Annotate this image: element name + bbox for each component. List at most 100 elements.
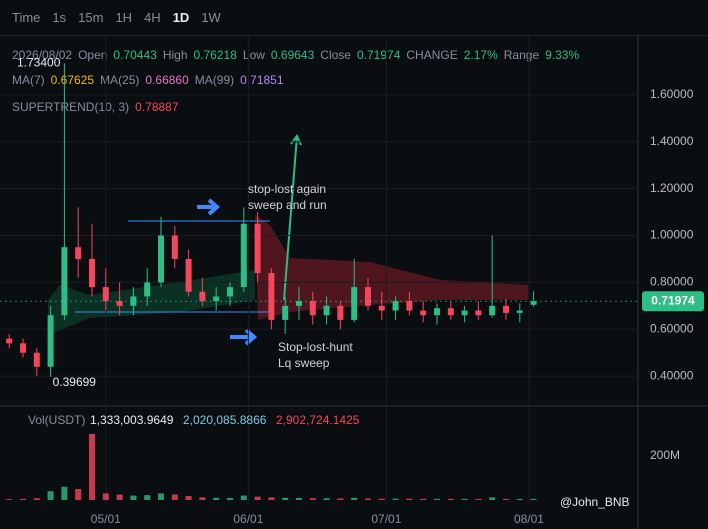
annotation: Stop-lost-hunt xyxy=(278,340,353,354)
candle-body xyxy=(502,305,509,313)
volume-bar xyxy=(157,493,164,500)
volume-bar xyxy=(102,493,109,500)
y-tick-label: 200M xyxy=(650,448,680,462)
st-value: 0.78887 xyxy=(135,100,179,114)
volume-bar xyxy=(323,498,330,500)
ma-label: MA(7) xyxy=(12,73,45,87)
candle-body xyxy=(295,301,302,306)
x-tick-label: 08/01 xyxy=(514,512,544,526)
x-tick-label: 06/01 xyxy=(233,512,263,526)
ma-value: 0.71851 xyxy=(240,73,284,87)
volume-bar xyxy=(282,497,289,500)
field-value: 0.71974 xyxy=(356,48,401,62)
volume-bar xyxy=(433,498,440,500)
field-label: Close xyxy=(320,48,351,62)
volume-bar xyxy=(447,498,454,500)
date: 2026/08/02 xyxy=(12,48,73,62)
volume-bar xyxy=(33,498,40,500)
candle-body xyxy=(226,287,233,297)
y-tick-label: 0.60000 xyxy=(650,321,694,335)
volume-value: 1,333,003.9649 xyxy=(90,413,174,427)
volume-bar xyxy=(364,498,371,500)
candle-body xyxy=(254,223,261,274)
volume-value: 2,020,085.8866 xyxy=(183,413,267,427)
volume-bar xyxy=(420,498,427,500)
field-value: 0.76218 xyxy=(193,48,237,62)
candle-body xyxy=(213,296,220,302)
volume-bar xyxy=(130,495,137,500)
candle-body xyxy=(447,308,454,316)
candle-body xyxy=(102,287,109,302)
toolbar-item: Time xyxy=(12,10,41,25)
y-tick-label: 0.80000 xyxy=(650,275,694,289)
volume-bar xyxy=(461,498,468,500)
high-label: 1.73400 xyxy=(17,56,61,70)
toolbar-item[interactable]: 1H xyxy=(115,10,133,25)
candle-body xyxy=(309,301,316,316)
volume-bar xyxy=(530,498,537,500)
ma-value: 0.66860 xyxy=(145,73,189,87)
y-tick-label: 1.20000 xyxy=(650,181,694,195)
volume-bar xyxy=(185,496,192,500)
toolbar: Time 1s 15m 1H 4H 1D 1W xyxy=(0,0,708,36)
candle-body xyxy=(406,301,413,311)
annotation: sweep and run xyxy=(248,198,327,212)
supertrend-band xyxy=(255,215,528,320)
candle-body xyxy=(378,305,385,311)
volume-bar xyxy=(309,498,316,500)
candle-body xyxy=(116,301,123,306)
annotation: Lq sweep xyxy=(278,356,330,370)
candle-body xyxy=(337,305,344,320)
volume-bar xyxy=(295,498,302,500)
x-tick-label: 07/01 xyxy=(371,512,401,526)
volume-bar xyxy=(378,498,385,500)
volume-bar xyxy=(502,498,509,500)
candle-body xyxy=(157,235,164,283)
st-label: SUPERTREND(10, 3) xyxy=(12,100,130,114)
last-price: 0.71974 xyxy=(651,293,695,307)
field-label: High xyxy=(162,48,188,62)
volume-value: 2,902,724.1425 xyxy=(276,413,360,427)
toolbar-item[interactable]: 4H xyxy=(144,10,161,25)
toolbar-item[interactable]: 15m xyxy=(78,10,104,25)
field-value: 0.69643 xyxy=(270,48,315,62)
candle-body xyxy=(130,296,137,306)
candle-body xyxy=(516,310,523,313)
volume-bar xyxy=(337,498,344,500)
volume-bar xyxy=(199,497,206,500)
field-value: 0.70443 xyxy=(113,48,157,62)
field-label: CHANGE xyxy=(406,48,458,62)
candle-body xyxy=(282,305,289,320)
toolbar-item[interactable]: 1D xyxy=(172,10,190,25)
arrow xyxy=(197,198,221,216)
candle-body xyxy=(420,310,427,316)
candle-body xyxy=(144,282,151,297)
candle-body xyxy=(364,287,371,306)
candle-body xyxy=(433,308,440,316)
ma-label: MA(99) xyxy=(194,73,235,87)
toolbar-item[interactable]: 1W xyxy=(201,10,221,25)
watermark: @John_BNB xyxy=(560,495,630,509)
field-label: Open xyxy=(78,48,108,62)
toolbar-item[interactable]: 1s xyxy=(52,10,67,25)
arrow xyxy=(230,328,258,346)
y-tick-label: 0.40000 xyxy=(650,368,694,382)
candle-body xyxy=(47,315,54,367)
candle-body xyxy=(530,301,537,305)
y-tick-label: 1.00000 xyxy=(650,228,694,242)
volume-bar xyxy=(171,494,178,500)
candle-body xyxy=(323,305,330,316)
candle-body xyxy=(461,310,468,316)
candle-body xyxy=(171,235,178,259)
supertrend-band xyxy=(48,270,255,335)
candle-body xyxy=(392,301,399,311)
volume-bar xyxy=(516,498,523,500)
volume-bar xyxy=(268,497,275,500)
candle-body xyxy=(6,338,13,344)
volume-bar xyxy=(116,494,123,500)
annotation: stop-lost again xyxy=(248,182,326,196)
supertrend-legend: SUPERTREND(10, 3) 0.78887 xyxy=(12,100,179,114)
volume-bar xyxy=(61,486,68,500)
